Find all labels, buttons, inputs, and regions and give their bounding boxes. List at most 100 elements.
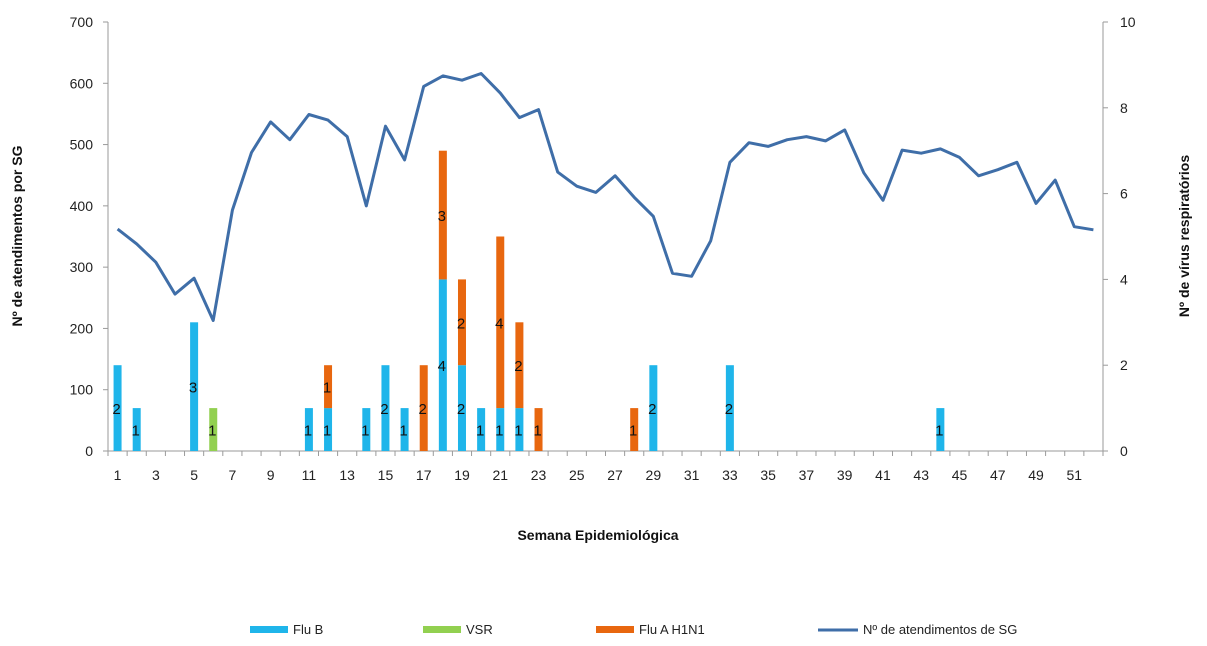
legend-swatch-flu-b (250, 626, 288, 633)
bar-flu-b (515, 408, 524, 451)
x-tick-label: 17 (416, 467, 432, 483)
x-tick-label: 37 (799, 467, 815, 483)
x-tick-label: 7 (228, 467, 236, 483)
y-axis-right-title: Nº de vírus respiratórios (1176, 155, 1192, 317)
bar-flu-b (457, 365, 466, 451)
legend-swatch-vsr (423, 626, 461, 633)
bars (113, 150, 945, 451)
x-tick-label: 47 (990, 467, 1006, 483)
x-tick-label: 35 (760, 467, 776, 483)
bar-value-label: 2 (725, 401, 733, 418)
bar-value-label: 1 (399, 423, 407, 440)
y-left-tick-label: 700 (70, 14, 94, 30)
bar-flu-b (113, 365, 122, 451)
bar-flu-a-h1n1 (438, 150, 447, 280)
axes (103, 21, 1108, 456)
bar-flu-b (725, 365, 734, 451)
bar-flu-b (477, 408, 486, 451)
bar-flu-b (649, 365, 658, 451)
y-right-tick-label: 10 (1120, 14, 1136, 30)
bar-value-label: 2 (457, 315, 465, 332)
bar-flu-b (400, 408, 409, 451)
bar-flu-b (381, 365, 390, 451)
y-right-tick-label: 8 (1120, 100, 1128, 116)
bar-flu-b (324, 408, 333, 451)
legend: Flu B VSR Flu A H1N1 Nº de atendimentos … (250, 622, 1017, 637)
bar-flu-a-h1n1 (630, 408, 639, 451)
x-axis-title: Semana Epidemiológica (517, 527, 678, 543)
x-tick-label: 5 (190, 467, 198, 483)
legend-label-sg: Nº de atendimentos de SG (863, 622, 1017, 637)
x-tick-label: 31 (684, 467, 700, 483)
bar-flu-a-h1n1 (324, 365, 333, 409)
x-tick-label: 19 (454, 467, 470, 483)
x-tick-label: 23 (531, 467, 547, 483)
y-left-tick-label: 600 (70, 75, 94, 91)
bar-value-label: 3 (438, 208, 446, 225)
bar-value-label: 2 (419, 401, 427, 418)
legend-label-flu-b: Flu B (293, 622, 323, 637)
bar-value-label: 1 (361, 423, 369, 440)
bar-flu-a-h1n1 (534, 408, 543, 451)
bar-flu-b (936, 408, 945, 451)
bar-value-label: 1 (208, 423, 216, 440)
bar-value-label: 1 (533, 423, 541, 440)
bar-flu-b (304, 408, 313, 451)
bar-value-label: 1 (304, 423, 312, 440)
bar-value-label: 2 (380, 401, 388, 418)
bar-value-label: 1 (132, 423, 140, 440)
bar-flu-b (190, 322, 199, 451)
bar-value-label: 2 (112, 401, 120, 418)
bar-value-label: 2 (457, 401, 465, 418)
y-left-tick-label: 400 (70, 198, 94, 214)
bar-flu-b (438, 279, 447, 451)
y-left-tick-label: 200 (70, 320, 94, 336)
y-left-tick-label: 500 (70, 137, 94, 153)
bar-flu-a-h1n1 (419, 365, 428, 451)
x-tick-label: 33 (722, 467, 738, 483)
x-tick-label: 13 (339, 467, 355, 483)
legend-label-vsr: VSR (466, 622, 493, 637)
x-tick-label: 9 (267, 467, 275, 483)
x-tick-label: 41 (875, 467, 891, 483)
bar-value-label: 3 (189, 380, 197, 397)
bar-flu-a-h1n1 (515, 322, 524, 409)
bar-value-label: 1 (495, 423, 503, 440)
bar-flu-b (496, 408, 505, 451)
line-atendimentos-sg (116, 72, 1094, 322)
x-tick-label: 39 (837, 467, 853, 483)
bar-value-label: 4 (438, 358, 446, 375)
y-right-tick-label: 6 (1120, 186, 1128, 202)
x-tick-label: 45 (952, 467, 968, 483)
y-right-tick-label: 2 (1120, 357, 1128, 373)
y-axis-left-title: Nº de atendimentos por SG (9, 145, 25, 326)
bar-value-label: 1 (476, 423, 484, 440)
x-tick-label: 51 (1067, 467, 1083, 483)
bar-flu-b (132, 408, 141, 451)
y-right-tick-label: 0 (1120, 443, 1128, 459)
legend-label-flu-a-h1n1: Flu A H1N1 (639, 622, 705, 637)
bar-value-label: 1 (935, 423, 943, 440)
legend-swatch-flu-a-h1n1 (596, 626, 634, 633)
bar-flu-b (362, 408, 371, 451)
bar-value-label: 1 (629, 423, 637, 440)
bar-value-label: 1 (323, 380, 331, 397)
x-tick-label: 27 (607, 467, 623, 483)
x-tick-label: 21 (492, 467, 508, 483)
bar-value-label: 1 (323, 423, 331, 440)
bar-vsr (209, 408, 218, 451)
bar-flu-a-h1n1 (457, 279, 466, 366)
bar-value-label: 2 (648, 401, 656, 418)
bar-flu-a-h1n1 (496, 236, 505, 409)
x-tick-label: 25 (569, 467, 585, 483)
bar-value-label: 2 (514, 358, 522, 375)
x-tick-label: 29 (646, 467, 662, 483)
x-tick-label: 11 (302, 467, 317, 483)
bar-value-label: 1 (514, 423, 522, 440)
x-tick-label: 15 (378, 467, 394, 483)
x-tick-label: 43 (913, 467, 929, 483)
bar-value-label: 4 (495, 315, 503, 332)
x-tick-label: 49 (1028, 467, 1044, 483)
